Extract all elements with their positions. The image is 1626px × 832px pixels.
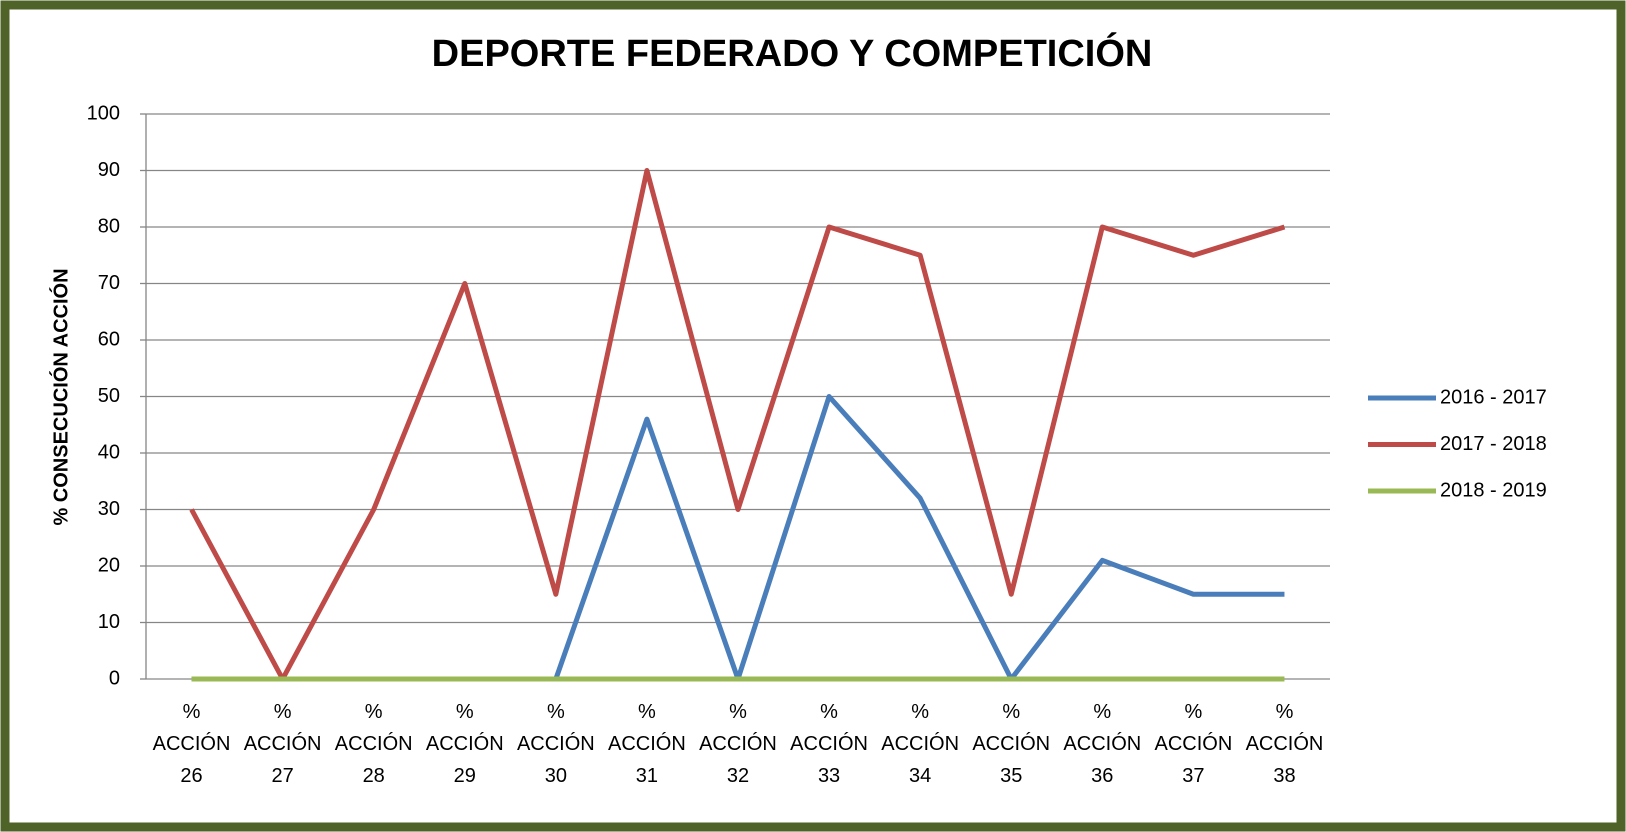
y-tick-label: 80 (98, 215, 120, 237)
y-tick-label: 40 (98, 441, 120, 463)
y-tick-label: 90 (98, 159, 120, 181)
series-line (189, 168, 1286, 682)
x-tick-label: % ACCIÓN 26 (153, 701, 231, 787)
legend-label: 2018 - 2019 (1440, 479, 1547, 501)
y-tick-label: 20 (98, 554, 120, 576)
x-tick-label: % ACCIÓN 27 (244, 701, 322, 787)
x-tick-label: % ACCIÓN 33 (790, 701, 868, 787)
y-tick-label: 10 (98, 611, 120, 633)
y-tick-label: 100 (87, 102, 120, 124)
legend-label: 2016 - 2017 (1440, 386, 1547, 408)
y-axis-label: % CONSECUCIÓN ACCIÓN (48, 268, 72, 525)
x-tick-label: % ACCIÓN 28 (335, 701, 413, 787)
x-tick-label: % ACCIÓN 38 (1246, 701, 1324, 787)
y-tick-label: 70 (98, 272, 120, 294)
chart-title: DEPORTE FEDERADO Y COMPETICIÓN (432, 31, 1153, 75)
x-tick-label: % ACCIÓN 35 (972, 701, 1050, 787)
y-tick-label: 60 (98, 328, 120, 350)
legend-label: 2017 - 2018 (1440, 433, 1547, 455)
x-tick-label: % ACCIÓN 37 (1154, 701, 1232, 787)
y-tick-label: 50 (98, 385, 120, 407)
x-tick-label: % ACCIÓN 34 (881, 701, 959, 787)
x-tick-label: % ACCIÓN 30 (517, 701, 595, 787)
x-tick-label: % ACCIÓN 36 (1063, 701, 1141, 787)
x-tick-label: % ACCIÓN 31 (608, 701, 686, 787)
x-tick-label: % ACCIÓN 32 (699, 701, 777, 787)
y-tick-label: 0 (109, 667, 120, 689)
y-tick-label: 30 (98, 498, 120, 520)
x-tick-label: % ACCIÓN 29 (426, 701, 504, 787)
